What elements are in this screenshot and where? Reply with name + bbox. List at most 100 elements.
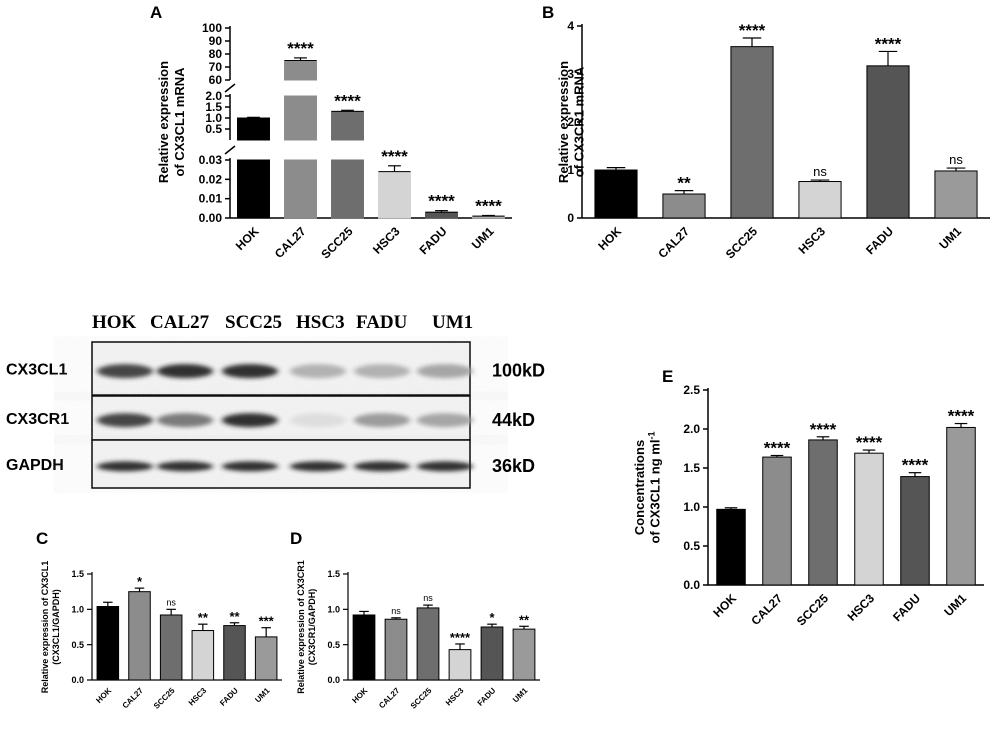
significance-label: **** [381, 147, 408, 166]
y-tick-label: 1.5 [327, 569, 340, 579]
bar-hsc3 [191, 630, 215, 681]
x-tick-label: CAL27 [655, 224, 692, 261]
bar-scc25 [331, 159, 364, 219]
x-tick-label: HOK [710, 591, 739, 620]
y-tick-label: 0.5 [683, 539, 700, 553]
significance-label: * [137, 574, 143, 589]
x-tick-label: UM1 [511, 686, 530, 705]
blot-band [417, 461, 473, 472]
y-axis-label-line2: of CX3CL1 ng ml-1 [647, 431, 663, 543]
blot-band [222, 461, 278, 472]
y-tick-label: 1.0 [71, 604, 84, 614]
blot-lane-label: HSC3 [296, 312, 345, 333]
y-tick-label: 80 [209, 47, 223, 61]
bar-hsc3 [854, 452, 884, 586]
significance-label: **** [428, 192, 455, 211]
blot-band [290, 461, 346, 472]
blot-band [157, 461, 213, 472]
significance-label: ** [198, 610, 209, 625]
x-tick-label: SCC25 [318, 224, 355, 261]
western-blot-panel: HOK CAL27 SCC25 HSC3 FADU UM1 CX3CL1 100kD CX3C… [0, 300, 600, 500]
blot-protein-label: GAPDH [6, 457, 64, 474]
bar-um1 [512, 628, 536, 681]
bar-hsc3 [448, 649, 472, 681]
x-tick-label: HSC3 [845, 591, 878, 624]
blot-band [290, 364, 346, 379]
x-tick-label: HSC3 [796, 224, 829, 257]
bar-scc25 [159, 614, 183, 681]
bar-hsc3 [798, 181, 842, 219]
y-tick-label: 1.0 [327, 604, 340, 614]
western-blot-image: HOK CAL27 SCC25 HSC3 FADU UM1 CX3CL1 100kDCX3C… [6, 312, 545, 489]
bar-hok [594, 169, 638, 219]
x-tick-label: CAL27 [748, 591, 785, 628]
blot-band [417, 364, 473, 379]
significance-label: ** [677, 174, 691, 193]
y-axis-label-line2: (CX3CR1/GAPDH) [307, 589, 317, 666]
blot-protein-label: CX3CL1 [6, 362, 67, 379]
y-tick-label: 3 [567, 67, 574, 81]
y-tick-label: 1.5 [71, 569, 84, 579]
blot-band [354, 413, 410, 428]
bar-cal27 [128, 591, 151, 681]
bar-scc25 [331, 110, 364, 141]
y-tick-label: 70 [209, 60, 223, 74]
x-tick-label: CAL27 [377, 686, 402, 711]
x-tick-label: HSC3 [444, 686, 466, 708]
blot-band [97, 413, 153, 428]
x-tick-label: FADU [476, 686, 498, 708]
blot-size-label: 100kD [492, 361, 545, 381]
blot-size-label: 36kD [492, 456, 535, 476]
x-tick-label: FADU [890, 591, 923, 624]
bar-um1 [254, 636, 278, 681]
x-tick-label: FADU [863, 224, 896, 257]
y-axis-label-line1: Relative expression [556, 61, 571, 183]
blot-band [222, 364, 278, 379]
bar-cal27 [284, 95, 317, 141]
y-tick-label: 0.01 [199, 192, 223, 206]
y-tick-label: 0.0 [71, 675, 84, 685]
y-tick-label: 2 [567, 115, 574, 129]
bar-um1 [934, 170, 978, 219]
significance-label: ns [423, 593, 433, 603]
bar-fadu [900, 476, 930, 586]
bar-cal27 [762, 456, 792, 586]
blot-band [157, 364, 213, 379]
x-tick-label: HSC3 [370, 224, 403, 257]
x-tick-label: HOK [350, 686, 369, 705]
y-tick-label: 1.5 [205, 100, 222, 114]
axis-break-mark [224, 145, 236, 155]
bar-hok [716, 508, 746, 586]
bar-cal27 [384, 618, 408, 681]
bar-scc25 [416, 607, 440, 681]
y-tick-label: 4 [567, 19, 574, 33]
bar-cal27 [284, 60, 317, 81]
significance-label: ns [391, 606, 401, 616]
bar-hok [96, 606, 120, 681]
blot-row-gapdh: GAPDH 36kD [6, 439, 535, 489]
x-tick-label: HOK [94, 686, 113, 705]
significance-label: ns [949, 152, 963, 167]
blot-band [222, 413, 278, 428]
significance-label: ns [166, 597, 176, 607]
blot-band [290, 413, 346, 428]
bar-fadu [866, 65, 910, 219]
significance-label: **** [475, 196, 502, 215]
y-axis-label-line2: of CX3CL1 mRNA [172, 67, 187, 177]
significance-label: ns [813, 164, 827, 179]
bar-scc25 [730, 46, 774, 219]
x-tick-label: SCC25 [152, 686, 177, 711]
y-tick-label: 1 [567, 163, 574, 177]
significance-label: * [489, 610, 495, 625]
panel-letter: D [290, 529, 302, 548]
x-tick-label: HOK [233, 224, 262, 253]
y-axis-label-line1: Relative expression of CX3CL1 [40, 561, 50, 694]
significance-label: **** [875, 34, 902, 53]
chart-panel-a: A Relative expression of CX3CL1 mRNA 607080… [150, 3, 512, 261]
chart-panel-c: C Relative expression of CX3CL1 (CX3CL1/GA… [36, 529, 282, 711]
blot-band [97, 364, 153, 379]
bar-hsc3 [378, 171, 411, 219]
y-axis-label-line1: Concentrations [632, 440, 647, 535]
significance-label: **** [764, 439, 791, 458]
